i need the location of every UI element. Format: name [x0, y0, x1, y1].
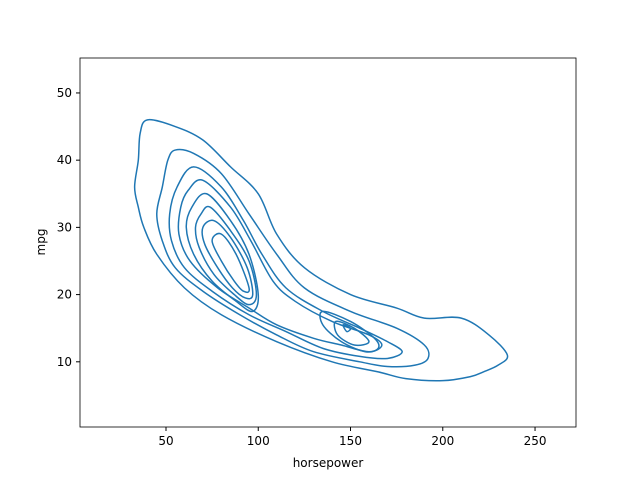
y-tick-label: 10	[57, 355, 72, 369]
contour-line	[194, 205, 258, 306]
y-tick-label: 20	[57, 288, 72, 302]
x-tick-label: 250	[524, 434, 547, 448]
y-tick-label: 50	[57, 86, 72, 100]
contour-line	[133, 118, 509, 382]
contour-line	[185, 192, 260, 313]
x-axis-label: horsepower	[293, 456, 364, 470]
x-tick-label: 100	[247, 434, 270, 448]
x-tick-label: 50	[158, 434, 173, 448]
y-tick-label: 40	[57, 153, 72, 167]
contour-line	[156, 148, 430, 368]
y-axis-label: mpg	[34, 229, 48, 256]
contour-line	[319, 310, 380, 353]
contour-line	[333, 320, 370, 347]
contour-line	[201, 219, 254, 300]
x-tick-label: 200	[431, 434, 454, 448]
x-tick-label: 150	[339, 434, 362, 448]
contour-line	[211, 232, 250, 294]
contour-line	[177, 179, 383, 353]
contour-line	[342, 324, 352, 333]
y-tick-label: 30	[57, 220, 72, 234]
plot-frame	[79, 57, 577, 428]
contour-line	[168, 166, 403, 360]
